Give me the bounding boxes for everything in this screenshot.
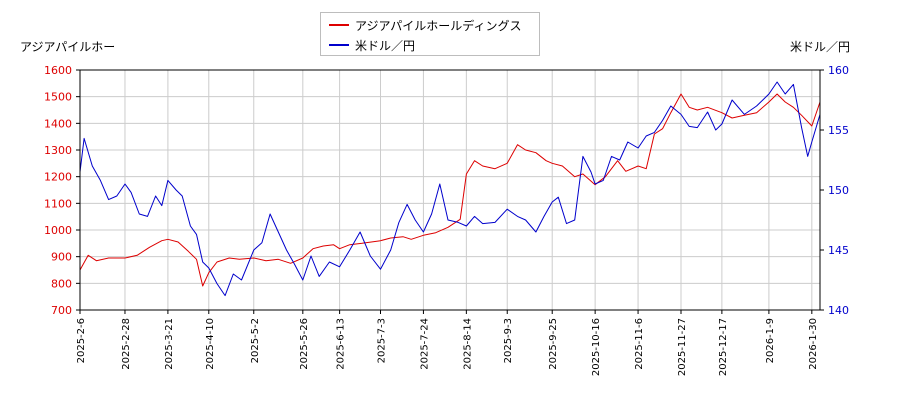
legend-swatch-blue (329, 44, 349, 46)
left-tick-label: 700 (51, 304, 72, 317)
x-tick-label: 2025-6-13 (336, 318, 347, 370)
series-line-asia-pile (79, 93, 821, 287)
x-tick-label: 2025-5-26 (299, 318, 310, 370)
left-tick-label: 1000 (44, 224, 72, 237)
right-tick-label: 145 (828, 244, 849, 257)
left-axis-title: アジアパイルホー (20, 40, 116, 54)
x-tick-label: 2025-5-2 (250, 318, 261, 363)
right-tick-label: 155 (828, 124, 849, 137)
left-tick-label: 1300 (44, 144, 72, 157)
x-tick-label: 2025-11-27 (677, 318, 688, 376)
x-tick-label: 2025-11-6 (634, 318, 645, 370)
left-tick-label: 900 (51, 251, 72, 264)
plot-border (79, 69, 821, 311)
left-tick-label: 800 (51, 277, 72, 290)
series-line-usd-jpy (79, 81, 821, 297)
x-tick-label: 2025-3-21 (164, 318, 175, 370)
legend-label: 米ドル／円 (355, 39, 416, 53)
x-tick-label: 2025-4-10 (205, 318, 216, 370)
right-tick-label: 140 (828, 304, 849, 317)
gridlines (79, 69, 820, 311)
right-tick-label: 160 (828, 64, 849, 77)
left-axis-ticks: 700 800 900 1000 1100 1200 1300 1400 1500 1600 (44, 64, 80, 317)
plot-frame (79, 69, 821, 311)
series-lines (79, 81, 821, 297)
x-tick-label: 2025-2-6 (76, 318, 87, 363)
legend: アジアパイルホールディングス 米ドル／円 (320, 12, 540, 56)
right-axis-title: 米ドル／円 (790, 40, 851, 54)
right-tick-label: 150 (828, 184, 849, 197)
x-tick-label: 2025-9-3 (503, 318, 514, 363)
legend-item-left-series: アジアパイルホールディングス (321, 15, 539, 35)
x-tick-label: 2025-10-16 (591, 318, 602, 376)
legend-label: アジアパイルホールディングス (355, 19, 522, 33)
left-tick-label: 1600 (44, 64, 72, 77)
x-tick-label: 2025-2-28 (121, 318, 132, 370)
x-tick-label: 2025-8-14 (462, 318, 473, 370)
x-tick-label: 2025-7-3 (377, 318, 388, 363)
x-tick-label: 2026-1-9 (765, 318, 776, 363)
left-tick-label: 1100 (44, 197, 72, 210)
left-tick-label: 1400 (44, 117, 72, 130)
legend-item-right-series: 米ドル／円 (321, 35, 539, 55)
right-axis-ticks: 140 145 150 155 160 (820, 64, 849, 317)
x-axis-ticks: 2025-2-6 2025-2-28 2025-3-21 2025-4-10 2025-… (76, 310, 819, 376)
left-tick-label: 1200 (44, 171, 72, 184)
left-tick-label: 1500 (44, 91, 72, 104)
x-tick-label: 2026-1-30 (808, 318, 819, 370)
legend-swatch-red (329, 24, 349, 26)
x-tick-label: 2025-7-24 (419, 318, 430, 370)
x-tick-label: 2025-12-17 (718, 318, 729, 376)
x-tick-label: 2025-9-25 (548, 318, 559, 370)
